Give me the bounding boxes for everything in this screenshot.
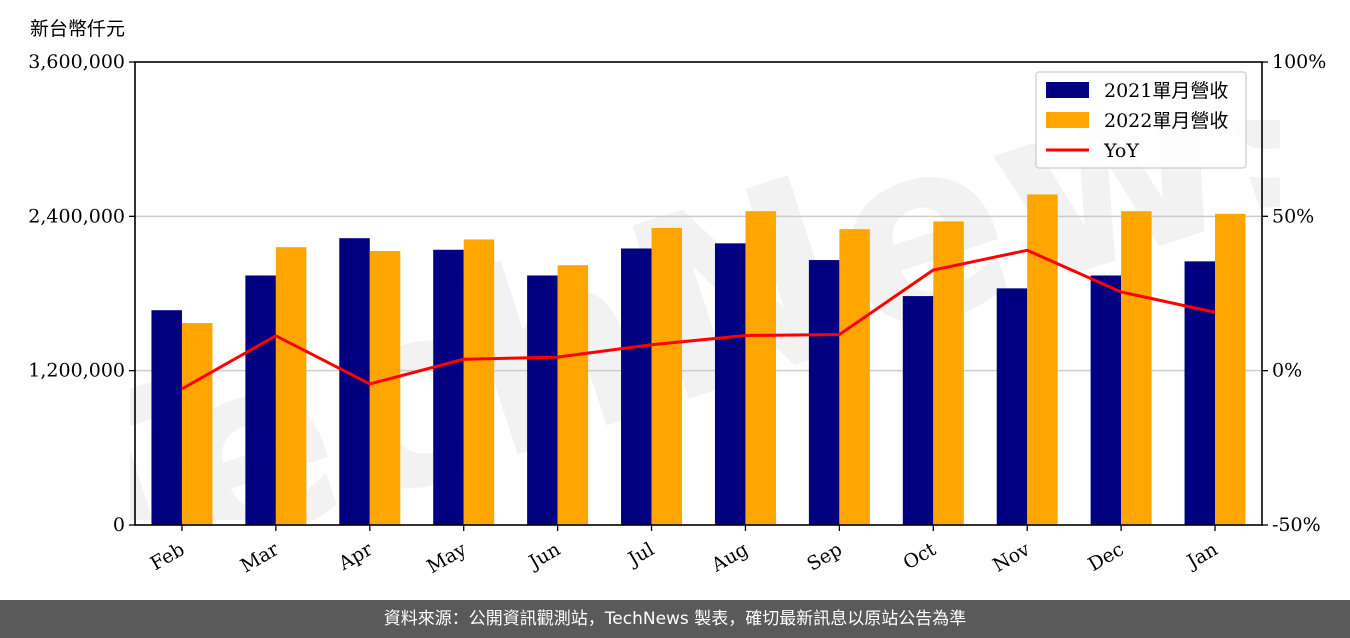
- y-left-tick-label: 0: [113, 514, 125, 536]
- x-tick-label: Apr: [334, 538, 377, 575]
- bar-2021: [245, 275, 276, 525]
- y-right-tick-label: -50%: [1272, 514, 1321, 536]
- bar-2022: [839, 229, 870, 525]
- bar-2021: [996, 288, 1028, 525]
- legend-swatch: [1046, 82, 1089, 98]
- x-tick-label: Aug: [707, 538, 752, 577]
- x-tick-label: Nov: [989, 538, 1034, 577]
- legend-label: YoY: [1103, 140, 1139, 162]
- plot-frame: [134, 61, 1263, 526]
- y-right-tick-label: 50%: [1272, 205, 1314, 227]
- bar-2022: [275, 247, 307, 525]
- y-axis-unit-label: 新台幣仟元: [30, 18, 126, 40]
- bar-2022: [463, 239, 495, 525]
- bar-2021: [1184, 261, 1216, 525]
- bars: [151, 194, 1246, 526]
- bar-2022: [1121, 211, 1152, 525]
- bar-2021: [151, 310, 182, 525]
- y-right-tick-label: 100%: [1272, 51, 1326, 73]
- grid-lines: [135, 215, 1262, 372]
- bar-2022: [1215, 213, 1246, 525]
- bar-2022: [181, 323, 213, 525]
- bar-2022: [557, 265, 589, 525]
- bar-2021: [433, 249, 464, 525]
- y-right-tick-label: 0%: [1272, 360, 1302, 382]
- axes: [134, 61, 1263, 526]
- yoy-line: [181, 248, 1216, 391]
- bar-2021: [1090, 275, 1122, 525]
- x-tick-label: Oct: [899, 538, 940, 574]
- bar-2021: [527, 275, 558, 525]
- bar-2022: [933, 221, 964, 525]
- bar-2021: [902, 296, 934, 525]
- legend-label: 2022單月營收: [1104, 110, 1228, 132]
- y-left-tick-label: 2,400,000: [28, 205, 125, 227]
- x-tick-label: Feb: [147, 538, 189, 575]
- x-tick-label: May: [423, 538, 470, 578]
- bar-2022: [1027, 194, 1058, 525]
- revenue-chart: 0 1,200,000 2,400,000 3,600,000 -50% 0% 50% 100…: [28, 51, 1326, 578]
- x-tick-label: Jun: [524, 538, 565, 574]
- legend-label: 2021單月營收: [1104, 80, 1228, 102]
- x-tick-label: Mar: [237, 538, 283, 577]
- bar-2022: [369, 251, 401, 525]
- x-tick-label: Jul: [623, 538, 658, 571]
- bar-2021: [714, 243, 746, 525]
- y-left-tick-label: 3,600,000: [28, 51, 125, 73]
- footer-source-note: 資料來源：公開資訊觀測站，TechNews 製表，確切最新訊息以原站公告為準: [0, 600, 1350, 638]
- x-tick-label: Dec: [1084, 538, 1127, 576]
- bar-2022: [745, 211, 776, 525]
- x-tick-label: Sep: [803, 538, 846, 575]
- bar-2022: [651, 227, 683, 526]
- bar-2021: [621, 248, 652, 525]
- bar-2021: [808, 260, 840, 525]
- yoy-line-layer: [181, 248, 1216, 391]
- x-tick-label: Jan: [1182, 538, 1222, 574]
- legend-swatch: [1046, 112, 1089, 128]
- legend: 2021單月營收 2022單月營收 YoY: [1035, 71, 1247, 169]
- y-left-tick-label: 1,200,000: [28, 360, 125, 382]
